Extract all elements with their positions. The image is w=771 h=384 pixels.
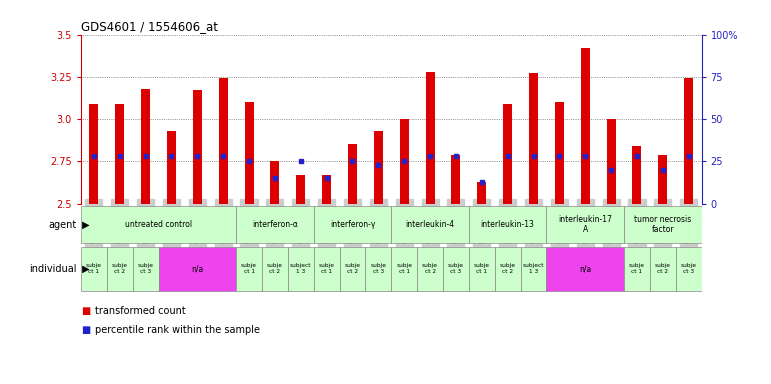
Text: subje
ct 2: subje ct 2	[112, 263, 128, 274]
Bar	[219, 78, 227, 204]
Text: n/a: n/a	[191, 264, 204, 273]
Text: subje
ct 1: subje ct 1	[474, 263, 490, 274]
Bar	[391, 247, 417, 291]
Bar	[244, 102, 254, 204]
Bar	[107, 247, 133, 291]
Bar	[193, 90, 202, 204]
Bar	[547, 247, 624, 291]
Bar	[503, 104, 512, 204]
Bar	[314, 206, 392, 243]
Bar	[339, 247, 365, 291]
Bar	[477, 182, 487, 204]
Bar	[89, 104, 99, 204]
Bar	[495, 247, 520, 291]
Bar	[322, 175, 332, 204]
Text: interleukin-4: interleukin-4	[406, 220, 455, 229]
Text: interferon-γ: interferon-γ	[330, 220, 375, 229]
Bar	[650, 247, 675, 291]
Bar	[288, 247, 314, 291]
Bar	[296, 175, 305, 204]
Bar	[443, 247, 469, 291]
Bar	[451, 154, 460, 204]
Bar	[426, 72, 435, 204]
Text: subje
ct 3: subje ct 3	[370, 263, 386, 274]
Text: tumor necrosis
factor: tumor necrosis factor	[635, 215, 692, 234]
Bar	[684, 78, 693, 204]
Bar	[547, 206, 624, 243]
Bar	[81, 206, 236, 243]
Bar	[271, 161, 279, 204]
Bar	[520, 247, 547, 291]
Bar	[115, 104, 124, 204]
Text: ▶: ▶	[79, 220, 89, 230]
Bar	[374, 131, 383, 204]
Bar	[314, 247, 339, 291]
Text: ■: ■	[81, 325, 90, 335]
Bar	[658, 154, 668, 204]
Bar	[624, 247, 650, 291]
Text: interferon-α: interferon-α	[252, 220, 298, 229]
Text: percentile rank within the sample: percentile rank within the sample	[95, 325, 260, 335]
Text: individual: individual	[29, 264, 77, 274]
Text: transformed count: transformed count	[95, 306, 186, 316]
Bar	[391, 206, 469, 243]
Bar	[236, 247, 262, 291]
Text: subje
ct 3: subje ct 3	[448, 263, 464, 274]
Text: subje
ct 1: subje ct 1	[318, 263, 335, 274]
Bar	[141, 89, 150, 204]
Bar	[417, 247, 443, 291]
Bar	[81, 247, 107, 291]
Text: n/a: n/a	[579, 264, 591, 273]
Text: interleukin-13: interleukin-13	[480, 220, 534, 229]
Text: agent: agent	[49, 220, 77, 230]
Text: ■: ■	[81, 306, 90, 316]
Text: subje
ct 1: subje ct 1	[396, 263, 412, 274]
Bar	[675, 247, 702, 291]
Text: subje
ct 1: subje ct 1	[86, 263, 102, 274]
Text: subje
ct 2: subje ct 2	[500, 263, 516, 274]
Text: ▶: ▶	[79, 264, 89, 274]
Bar	[348, 144, 357, 204]
Bar	[133, 247, 159, 291]
Bar	[555, 102, 564, 204]
Bar	[529, 73, 538, 204]
Text: subje
ct 2: subje ct 2	[655, 263, 671, 274]
Bar	[632, 146, 641, 204]
Bar	[365, 247, 392, 291]
Text: subje
ct 2: subje ct 2	[422, 263, 438, 274]
Bar	[469, 247, 495, 291]
Bar	[236, 206, 314, 243]
Bar	[607, 119, 615, 204]
Bar	[581, 48, 590, 204]
Text: subje
ct 3: subje ct 3	[137, 263, 153, 274]
Text: subje
ct 3: subje ct 3	[681, 263, 697, 274]
Text: subje
ct 2: subje ct 2	[267, 263, 283, 274]
Bar	[469, 206, 547, 243]
Bar	[262, 247, 288, 291]
Text: GDS4601 / 1554606_at: GDS4601 / 1554606_at	[81, 20, 218, 33]
Text: subje
ct 1: subje ct 1	[241, 263, 257, 274]
Text: subject
1 3: subject 1 3	[290, 263, 311, 274]
Text: interleukin-17
A: interleukin-17 A	[558, 215, 612, 234]
Text: untreated control: untreated control	[125, 220, 192, 229]
Text: subject
1 3: subject 1 3	[523, 263, 544, 274]
Bar	[167, 131, 176, 204]
Bar	[159, 247, 236, 291]
Text: subje
ct 1: subje ct 1	[629, 263, 645, 274]
Bar	[399, 119, 409, 204]
Text: subje
ct 2: subje ct 2	[345, 263, 361, 274]
Bar	[624, 206, 702, 243]
